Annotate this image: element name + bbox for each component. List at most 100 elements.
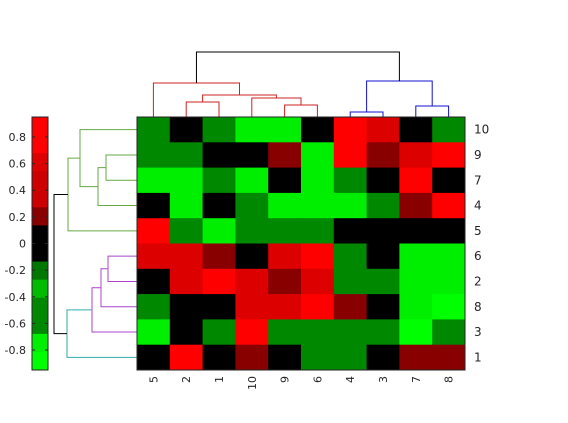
heatmap-cell-r2-c4 <box>333 268 368 295</box>
heatmap-cells <box>137 117 466 371</box>
column-dendrogram-link <box>185 101 220 117</box>
colorbar-segment <box>32 225 48 244</box>
heatmap-cell-r4-c9 <box>268 192 302 219</box>
column-dendrogram-link <box>415 105 450 117</box>
row-label: 2 <box>474 274 482 288</box>
heatmap-cell-r5-c5 <box>137 218 171 244</box>
heatmap-cell-r2-c6 <box>301 268 335 295</box>
heatmap-cell-r7-c6 <box>301 167 335 194</box>
heatmap-cell-r10-c9 <box>268 117 302 143</box>
heatmap-cell-r7-c8 <box>432 167 466 194</box>
heatmap-cell-r2-c8 <box>432 268 466 295</box>
heatmap-cell-r3-c1 <box>202 319 236 346</box>
row-label: 1 <box>474 350 482 364</box>
row-dendrogram-link <box>97 167 137 207</box>
heatmap-cell-r5-c2 <box>169 218 204 244</box>
heatmap-cell-r2-c9 <box>268 268 302 295</box>
heatmap-cell-r2-c2 <box>169 268 204 295</box>
heatmap-cell-r8-c2 <box>169 294 204 320</box>
heatmap-cell-r9-c5 <box>137 142 171 169</box>
heatmap-cell-r5-c4 <box>333 218 368 244</box>
colorbar-tick-label: -0.6 <box>5 317 26 330</box>
heatmap-cell-r6-c3 <box>366 243 400 270</box>
heatmap-cell-r2-c3 <box>366 268 400 295</box>
heatmap-cell-r1-c5 <box>137 344 171 371</box>
heatmap-cell-r3-c7 <box>399 319 433 346</box>
row-dendrogram-link <box>107 255 137 282</box>
column-label: 8 <box>443 376 456 383</box>
heatmap-cell-r10-c8 <box>432 117 466 143</box>
heatmap-cell-r9-c4 <box>333 142 368 169</box>
colorbar-tick-label: -0.4 <box>5 291 26 304</box>
heatmap-cell-r7-c9 <box>268 167 302 194</box>
row-dendrogram-link <box>100 268 137 308</box>
heatmap-cell-r3-c8 <box>432 319 466 346</box>
colorbar-segment <box>32 279 48 299</box>
heatmap-cell-r10-c5 <box>137 117 171 143</box>
heatmap-cell-r8-c6 <box>301 294 335 320</box>
column-label: 3 <box>377 376 390 383</box>
heatmap-cell-r10-c10 <box>235 117 269 143</box>
heatmap-cell-r1-c3 <box>366 344 400 371</box>
heatmap-cell-r7-c10 <box>235 167 269 194</box>
heatmap-cell-r9-c10 <box>235 142 269 169</box>
row-label: 10 <box>474 123 489 137</box>
heatmap-cell-r5-c6 <box>301 218 335 244</box>
column-label: 2 <box>180 376 193 383</box>
heatmap-cell-r9-c7 <box>399 142 433 169</box>
heatmap-cell-r10-c4 <box>333 117 368 143</box>
row-dendrogram-link <box>66 309 137 358</box>
colorbar-segment <box>32 117 48 136</box>
heatmap-cell-r6-c5 <box>137 243 171 270</box>
row-label: 3 <box>474 325 482 339</box>
heatmap-cell-r7-c2 <box>169 167 204 194</box>
heatmap-cell-r6-c7 <box>399 243 433 270</box>
heatmap-cell-r1-c7 <box>399 344 433 371</box>
colorbar-tick-label: 0.4 <box>9 184 27 197</box>
heatmap-cell-r8-c4 <box>333 294 368 320</box>
heatmap-cell-r8-c5 <box>137 294 171 320</box>
heatmap-cell-r1-c6 <box>301 344 335 371</box>
heatmap-cell-r9-c6 <box>301 142 335 169</box>
heatmap-cell-r9-c1 <box>202 142 236 169</box>
colorbar-segment <box>32 297 48 317</box>
heatmap-cell-r6-c10 <box>235 243 269 270</box>
heatmap-cell-r10-c2 <box>169 117 204 143</box>
colorbar-tick-label: -0.2 <box>5 264 26 277</box>
heatmap-cell-r1-c9 <box>268 344 302 371</box>
row-label: 6 <box>474 249 482 263</box>
heatmap-cell-r1-c2 <box>169 344 204 371</box>
heatmap-cell-r4-c5 <box>137 192 171 219</box>
row-dendrogram-root <box>53 193 68 335</box>
heatmap-cell-r4-c10 <box>235 192 269 219</box>
colorbar-segment <box>32 243 48 263</box>
row-label: 8 <box>474 300 482 314</box>
heatmap-cell-r8-c3 <box>366 294 400 320</box>
column-dendrogram-root <box>195 51 400 83</box>
heatmap-cell-r6-c2 <box>169 243 204 270</box>
heatmap-cell-r1-c10 <box>235 344 269 371</box>
column-label: 7 <box>410 376 423 383</box>
heatmap-cell-r9-c9 <box>268 142 302 169</box>
heatmap-cell-r4-c8 <box>432 192 466 219</box>
heatmap-cell-r9-c8 <box>432 142 466 169</box>
heatmap-cell-r2-c10 <box>235 268 269 295</box>
heatmap-cell-r4-c1 <box>202 192 236 219</box>
column-dendrogram-link <box>251 97 302 117</box>
heatmap-cell-r8-c10 <box>235 294 269 320</box>
heatmap-cell-r7-c7 <box>399 167 433 194</box>
heatmap-cell-r5-c3 <box>366 218 400 244</box>
heatmap-cell-r2-c5 <box>137 268 171 295</box>
colorbar-segment <box>32 207 48 226</box>
column-label: 4 <box>344 376 357 383</box>
heatmap-cell-r3-c5 <box>137 319 171 346</box>
row-dendrogram-link <box>67 157 137 232</box>
row-dendrogram-link <box>105 154 137 181</box>
heatmap-cell-r1-c8 <box>432 344 466 371</box>
heatmap-cell-r1-c1 <box>202 344 236 371</box>
heatmap-cell-r4-c6 <box>301 192 335 219</box>
column-labels: 5 2 1 10 9 6 4 3 7 8 <box>147 376 455 390</box>
column-label: 10 <box>246 376 259 390</box>
heatmap-cell-r10-c1 <box>202 117 236 143</box>
colorbar <box>31 116 49 371</box>
